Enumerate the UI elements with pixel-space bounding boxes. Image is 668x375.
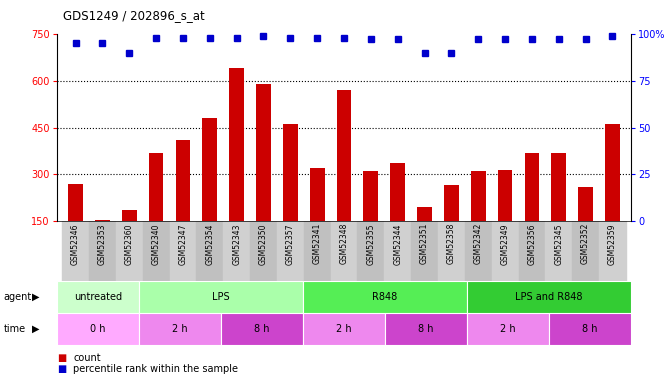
Text: GSM52356: GSM52356 xyxy=(528,223,536,264)
Text: 2 h: 2 h xyxy=(500,324,516,334)
Text: GSM52360: GSM52360 xyxy=(125,223,134,264)
Bar xyxy=(384,221,411,281)
Bar xyxy=(57,313,139,345)
Bar xyxy=(283,124,298,268)
Text: 8 h: 8 h xyxy=(418,324,434,334)
Bar xyxy=(139,281,303,313)
Bar xyxy=(202,118,217,268)
Text: GSM52350: GSM52350 xyxy=(259,223,268,264)
Bar xyxy=(411,221,438,281)
Text: percentile rank within the sample: percentile rank within the sample xyxy=(73,364,238,374)
Text: GSM52342: GSM52342 xyxy=(474,223,483,264)
Bar xyxy=(303,281,467,313)
Bar xyxy=(337,90,351,268)
Bar xyxy=(467,281,631,313)
Bar xyxy=(229,68,244,268)
Text: GSM52347: GSM52347 xyxy=(178,223,188,264)
Text: GSM52349: GSM52349 xyxy=(500,223,510,264)
Bar xyxy=(385,313,467,345)
Bar xyxy=(62,221,89,281)
Bar xyxy=(170,221,196,281)
Bar xyxy=(277,221,304,281)
Bar xyxy=(549,313,631,345)
Text: GSM52357: GSM52357 xyxy=(286,223,295,264)
Text: GSM52354: GSM52354 xyxy=(205,223,214,264)
Bar xyxy=(122,210,137,268)
Text: 2 h: 2 h xyxy=(172,324,188,334)
Bar xyxy=(390,164,405,268)
Bar xyxy=(95,220,110,268)
Text: GSM52358: GSM52358 xyxy=(447,223,456,264)
Bar xyxy=(89,221,116,281)
Text: untreated: untreated xyxy=(73,292,122,302)
Bar xyxy=(518,221,545,281)
Bar xyxy=(418,207,432,268)
Text: GSM52355: GSM52355 xyxy=(366,223,375,264)
Bar xyxy=(221,313,303,345)
Text: GSM52341: GSM52341 xyxy=(313,223,322,264)
Text: 8 h: 8 h xyxy=(255,324,270,334)
Bar xyxy=(572,221,599,281)
Bar xyxy=(116,221,143,281)
Bar xyxy=(310,168,325,268)
Bar xyxy=(498,170,512,268)
Text: 8 h: 8 h xyxy=(582,324,598,334)
Bar xyxy=(465,221,492,281)
Bar xyxy=(57,281,139,313)
Bar xyxy=(471,171,486,268)
Text: GSM52353: GSM52353 xyxy=(98,223,107,264)
Bar xyxy=(492,221,518,281)
Text: agent: agent xyxy=(3,292,31,302)
Text: GSM52348: GSM52348 xyxy=(339,223,349,264)
Bar xyxy=(444,185,459,268)
Bar xyxy=(551,153,566,268)
Text: GSM52345: GSM52345 xyxy=(554,223,563,264)
Bar xyxy=(545,221,572,281)
Text: time: time xyxy=(3,324,25,334)
Text: ■: ■ xyxy=(57,353,66,363)
Text: 2 h: 2 h xyxy=(336,324,352,334)
Text: GSM52344: GSM52344 xyxy=(393,223,402,264)
Text: R848: R848 xyxy=(373,292,397,302)
Text: ▶: ▶ xyxy=(32,292,39,302)
Bar xyxy=(363,171,378,268)
Bar xyxy=(68,184,83,268)
Text: LPS and R848: LPS and R848 xyxy=(516,292,583,302)
Text: GSM52351: GSM52351 xyxy=(420,223,429,264)
Text: LPS: LPS xyxy=(212,292,230,302)
Bar xyxy=(223,221,250,281)
Text: 0 h: 0 h xyxy=(90,324,106,334)
Bar xyxy=(467,313,549,345)
Text: GSM52346: GSM52346 xyxy=(71,223,80,264)
Text: GSM52340: GSM52340 xyxy=(152,223,160,264)
Bar xyxy=(578,187,593,268)
Bar xyxy=(303,313,385,345)
Text: GSM52359: GSM52359 xyxy=(608,223,617,264)
Bar xyxy=(331,221,357,281)
Bar xyxy=(438,221,465,281)
Text: GDS1249 / 202896_s_at: GDS1249 / 202896_s_at xyxy=(63,9,205,22)
Bar xyxy=(256,84,271,268)
Bar xyxy=(176,140,190,268)
Bar xyxy=(149,153,164,268)
Text: GSM52352: GSM52352 xyxy=(581,223,590,264)
Bar xyxy=(524,153,539,268)
Text: count: count xyxy=(73,353,101,363)
Bar xyxy=(304,221,331,281)
Bar xyxy=(605,124,620,268)
Text: ■: ■ xyxy=(57,364,66,374)
Bar xyxy=(139,313,221,345)
Bar xyxy=(357,221,384,281)
Text: ▶: ▶ xyxy=(32,324,39,334)
Bar xyxy=(250,221,277,281)
Bar xyxy=(196,221,223,281)
Bar xyxy=(599,221,626,281)
Text: GSM52343: GSM52343 xyxy=(232,223,241,264)
Bar xyxy=(143,221,170,281)
